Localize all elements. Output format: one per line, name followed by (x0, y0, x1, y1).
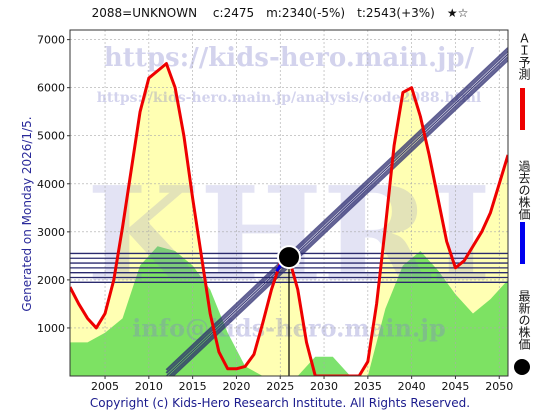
x-tick-label: 2020 (222, 380, 250, 393)
trend-channel-line (167, 56, 508, 376)
legend-latest-label: 最新の株価 (517, 290, 531, 350)
generated-date: Generated on Monday 2026/1/5. (20, 116, 34, 312)
legend-past-label: 過去の株価 (517, 160, 531, 220)
y-tick-label: 2000 (37, 274, 65, 287)
plot-frame (69, 29, 509, 377)
y-tick-label: 5000 (37, 130, 65, 143)
x-tick-label: 2015 (179, 380, 207, 393)
target-price: t:2543(+3%) (357, 6, 435, 20)
trend-channel-line (165, 53, 508, 376)
latest-price-marker (277, 245, 301, 270)
x-tick-label: 2025 (266, 380, 294, 393)
stock-code: 2088=UNKNOWN (91, 6, 198, 20)
x-tick-label: 2030 (310, 380, 338, 393)
rating-stars: ★☆ (446, 6, 469, 20)
legend-ai-label: ＡＩ予測 (517, 32, 531, 80)
y-tick-label: 4000 (37, 178, 65, 191)
y-tick-label: 6000 (37, 82, 65, 95)
legend-ai-swatch (520, 88, 525, 130)
copyright-footer: Copyright (c) Kids-Hero Research Institu… (89, 396, 471, 410)
past-price: m:2340(-5%) (266, 6, 346, 20)
green-area (70, 246, 508, 376)
x-tick-label: 2050 (485, 380, 513, 393)
x-tick-label: 2005 (91, 380, 119, 393)
x-tick-label: 2010 (135, 380, 163, 393)
legend-latest-dot (514, 359, 530, 375)
trend-channel-line (165, 47, 508, 371)
y-tick-label: 1000 (37, 322, 65, 335)
x-tick-label: 2035 (354, 380, 382, 393)
watermark-url: https://kids-hero.main.jp/ (104, 43, 475, 73)
y-tick-label: 3000 (37, 226, 65, 239)
watermark-analysis-url: https://kids-hero.main.jp/analysis/code2… (97, 90, 481, 106)
x-tick-label: 2045 (441, 380, 469, 393)
chart-header: 2088=UNKNOWN c:2475 m:2340(-5%) t:2543(+3%… (0, 6, 560, 20)
y-tick-label: 7000 (37, 34, 65, 47)
trend-channel-line (165, 50, 508, 374)
current-price: c:2475 (212, 6, 255, 20)
x-tick-label: 2040 (398, 380, 426, 393)
trend-channel-line (171, 59, 508, 376)
legend-past-swatch (520, 222, 525, 264)
